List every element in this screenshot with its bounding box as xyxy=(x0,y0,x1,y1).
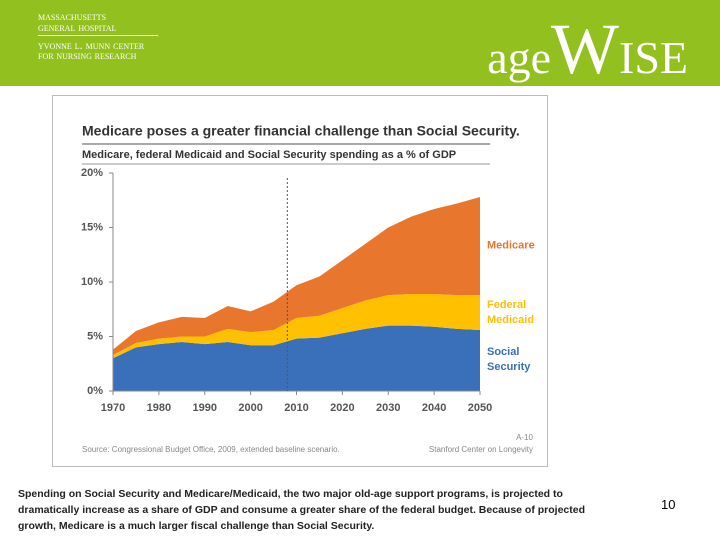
brand-left: age xyxy=(487,32,552,83)
brand-w: W xyxy=(551,9,619,89)
area xyxy=(113,196,480,356)
page-number: 10 xyxy=(661,497,676,512)
legend-label: Social Security xyxy=(487,346,531,374)
source: Source: Congressional Budget Office, 200… xyxy=(82,445,340,454)
x-tick-label: 1980 xyxy=(147,402,171,414)
y-tick-label: 5% xyxy=(87,330,103,342)
y-tick-label: 0% xyxy=(87,385,103,397)
center-sub: for Nursing Research xyxy=(38,50,137,62)
hospital-name: Massachusetts General Hospital xyxy=(38,9,117,34)
areas xyxy=(113,196,480,391)
x-tick-label: 2050 xyxy=(468,402,492,414)
y-tick-label: 20% xyxy=(81,167,103,179)
divider xyxy=(38,35,158,36)
chart-subtitle: Medicare, federal Medicaid and Social Se… xyxy=(82,149,456,161)
x-tick-label: 1970 xyxy=(101,402,125,414)
page-code: A-10 xyxy=(516,433,533,442)
legend-label: Federal Medicaid xyxy=(487,298,535,326)
x-tick-label: 2040 xyxy=(422,402,446,414)
chart-frame xyxy=(52,95,548,467)
x-tick-label: 2020 xyxy=(330,402,354,414)
x-tick-label: 2000 xyxy=(238,402,262,414)
brand: ageWISE xyxy=(487,8,688,91)
center-name: Yvonne L. Munn Center xyxy=(38,38,145,52)
chart-title: Medicare poses a greater financial chall… xyxy=(82,123,520,139)
legend-label: Medicare xyxy=(487,239,535,252)
credit: Stanford Center on Longevity xyxy=(429,445,533,454)
brand-right: ISE xyxy=(619,32,688,83)
caption: Spending on Social Security and Medicare… xyxy=(18,488,586,532)
header-bar: Massachusetts General Hospital Yvonne L.… xyxy=(0,0,720,89)
x-tick-label: 2010 xyxy=(284,402,308,414)
x-tick-label: 2030 xyxy=(376,402,400,414)
y-tick-label: 10% xyxy=(81,276,103,288)
y-tick-label: 15% xyxy=(81,221,103,233)
area xyxy=(113,293,480,359)
x-tick-label: 1990 xyxy=(193,402,217,414)
area xyxy=(113,325,480,391)
